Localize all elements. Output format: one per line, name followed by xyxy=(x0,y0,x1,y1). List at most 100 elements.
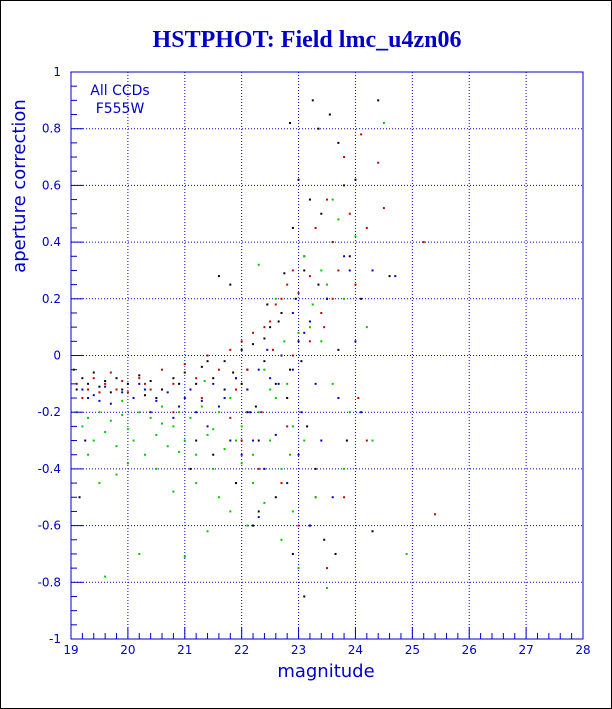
y-tick-label: 0.6 xyxy=(42,178,61,192)
data-point xyxy=(274,382,277,385)
y-tick-label: -1 xyxy=(49,632,61,646)
data-point xyxy=(138,552,141,555)
data-point xyxy=(286,397,289,400)
data-point xyxy=(320,439,323,442)
data-point xyxy=(343,184,346,187)
data-point xyxy=(109,371,112,374)
data-point xyxy=(126,382,129,385)
data-point xyxy=(84,439,87,442)
data-point xyxy=(269,439,272,442)
data-point xyxy=(178,405,181,408)
data-point xyxy=(345,439,348,442)
data-point xyxy=(308,198,311,201)
series-2 xyxy=(75,122,408,589)
data-point xyxy=(132,439,135,442)
data-point xyxy=(87,416,90,419)
data-point xyxy=(240,462,243,465)
data-point xyxy=(200,405,203,408)
data-point xyxy=(360,133,363,136)
data-point xyxy=(326,198,328,201)
data-point xyxy=(291,226,294,229)
data-point xyxy=(212,453,215,456)
data-point xyxy=(337,269,340,272)
data-point xyxy=(382,122,385,125)
y-tick-label: 0.4 xyxy=(42,235,61,249)
data-points xyxy=(72,99,437,598)
data-point xyxy=(172,425,175,428)
data-point xyxy=(320,212,323,215)
data-point xyxy=(297,340,300,343)
data-point xyxy=(115,473,118,476)
data-point xyxy=(365,439,368,442)
data-point xyxy=(291,269,294,272)
annotation-filter: F555W xyxy=(96,101,145,117)
data-point xyxy=(343,297,346,300)
data-point xyxy=(269,388,272,391)
data-point xyxy=(121,391,124,394)
x-tick-label: 23 xyxy=(291,643,306,657)
data-point xyxy=(246,388,249,391)
data-point xyxy=(252,524,255,527)
x-tick-label: 27 xyxy=(518,643,533,657)
data-point xyxy=(308,340,311,343)
data-point xyxy=(291,354,294,357)
data-point xyxy=(81,425,84,428)
data-point xyxy=(311,99,314,102)
data-point xyxy=(274,297,277,300)
data-point xyxy=(280,354,283,357)
data-point xyxy=(337,348,340,351)
data-point xyxy=(78,496,81,499)
data-point xyxy=(183,555,186,558)
data-point xyxy=(320,269,323,272)
data-point xyxy=(229,283,232,286)
data-point xyxy=(121,388,124,391)
data-point xyxy=(405,552,408,555)
data-point xyxy=(280,482,283,485)
data-point xyxy=(155,433,158,436)
data-point xyxy=(240,382,243,385)
data-point xyxy=(308,275,311,278)
data-point xyxy=(104,431,107,434)
data-point xyxy=(343,467,346,470)
data-point xyxy=(280,538,283,541)
data-point xyxy=(394,275,397,278)
data-point xyxy=(283,340,286,343)
data-point xyxy=(212,467,215,470)
data-point xyxy=(195,377,198,380)
data-point xyxy=(320,340,323,343)
data-point xyxy=(189,416,192,419)
data-point xyxy=(132,397,135,400)
data-point xyxy=(149,411,152,414)
data-point xyxy=(212,428,215,431)
data-point xyxy=(291,425,294,428)
data-point xyxy=(178,382,181,385)
data-point xyxy=(104,380,107,383)
data-point xyxy=(252,453,255,456)
data-point xyxy=(280,467,283,470)
data-point xyxy=(326,283,328,286)
data-point xyxy=(274,433,277,436)
data-point xyxy=(200,397,203,400)
grid-lines xyxy=(71,72,583,639)
y-tick-label: 1 xyxy=(53,65,61,79)
data-point xyxy=(354,235,357,238)
data-point xyxy=(223,448,226,451)
data-point xyxy=(257,510,260,513)
data-point xyxy=(348,255,351,258)
data-point xyxy=(337,397,340,400)
x-tick-label: 19 xyxy=(63,643,78,657)
data-point xyxy=(206,425,209,428)
data-point xyxy=(317,127,320,130)
data-point xyxy=(87,397,90,400)
data-point xyxy=(266,348,269,351)
data-point xyxy=(252,482,255,485)
data-point xyxy=(223,360,226,363)
data-point xyxy=(246,411,249,414)
data-point xyxy=(206,433,209,436)
data-point xyxy=(149,388,152,391)
y-tick-label: 0.8 xyxy=(42,122,61,136)
data-point xyxy=(274,496,277,499)
data-point xyxy=(354,283,357,286)
x-tick-label: 26 xyxy=(462,643,477,657)
data-point xyxy=(422,241,425,244)
